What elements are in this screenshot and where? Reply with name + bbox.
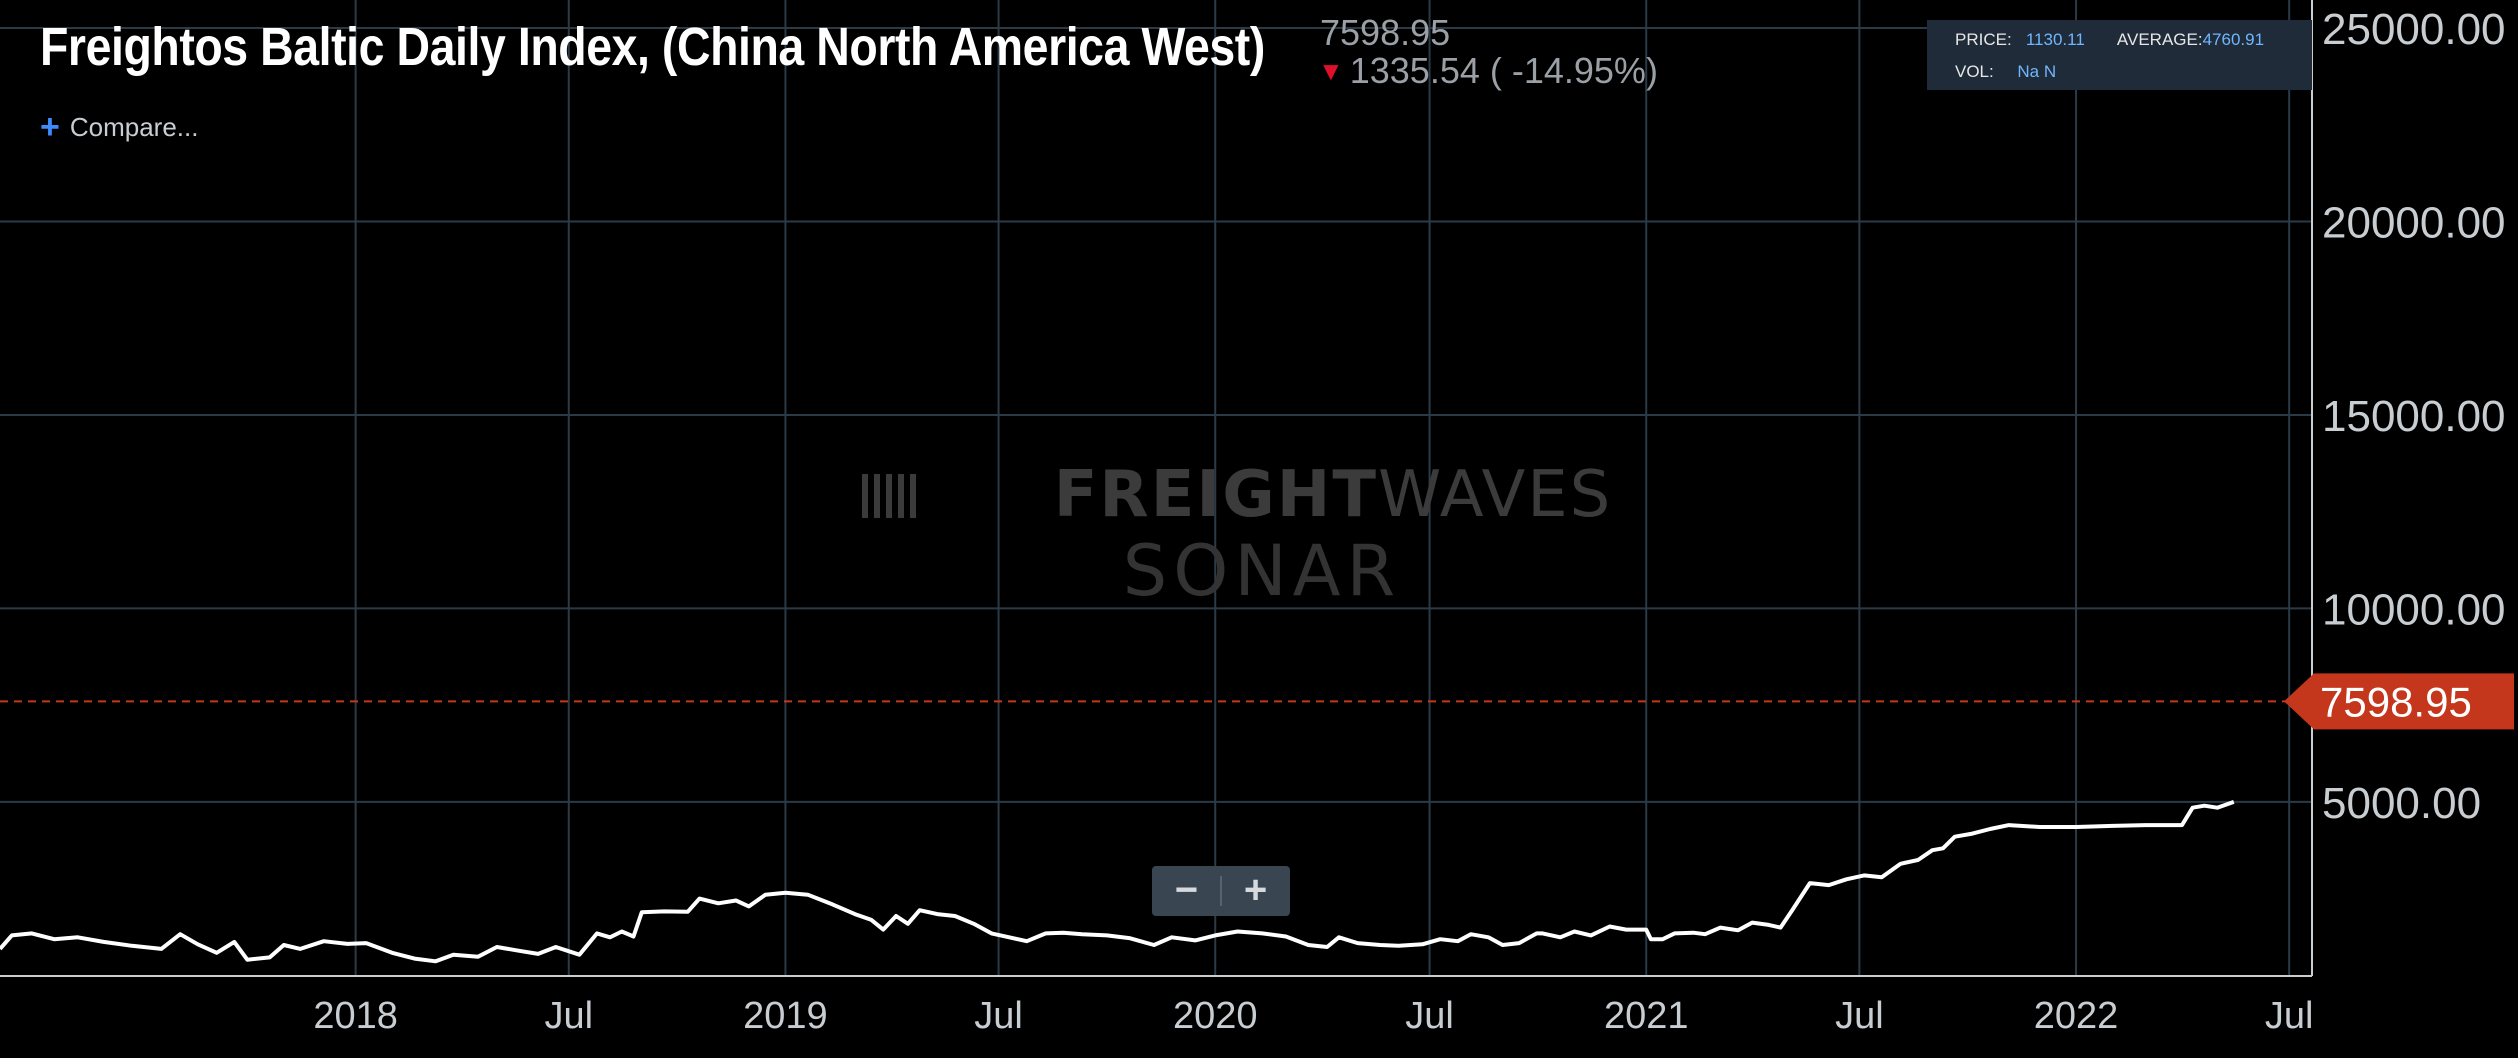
- y-tick-label: 10000.00: [2322, 585, 2506, 634]
- x-tick-label: 2018: [313, 995, 398, 1037]
- x-tick-label: Jul: [1405, 995, 1454, 1037]
- x-tick-label: Jul: [2265, 995, 2314, 1037]
- watermark: FREIGHTWAVES SONAR: [862, 458, 1613, 612]
- price-row: PRICE: 1130.11 AVERAGE:4760.91: [1955, 30, 2264, 50]
- x-tick-label: 2019: [743, 995, 828, 1037]
- compare-button[interactable]: + Compare...: [40, 108, 198, 147]
- page-title: Freightos Baltic Daily Index, (China Nor…: [40, 17, 1265, 77]
- freightwaves-logo-icon: [862, 474, 916, 518]
- x-tick-label: 2020: [1173, 995, 1258, 1037]
- x-tick-label: Jul: [544, 995, 593, 1037]
- average-value: 4760.91: [2202, 30, 2265, 49]
- price-value: 1130.11: [2025, 30, 2085, 49]
- svg-text:FREIGHTWAVES: FREIGHTWAVES: [1054, 458, 1613, 532]
- zoom-out-button[interactable]: −: [1174, 868, 1199, 912]
- compare-label: Compare...: [69, 112, 199, 142]
- x-tick-label: Jul: [974, 995, 1023, 1037]
- grid-lines: [0, 0, 2312, 976]
- x-tick-labels: 2018 Jul 2019 Jul 2020 Jul 2021 Jul 2022 Jul: [313, 995, 2313, 1037]
- down-arrow-icon: ▼: [1318, 56, 1344, 86]
- zoom-separator: [1220, 876, 1222, 906]
- price-info-box: PRICE: 1130.11 AVERAGE:4760.91 VOL: Na N: [1927, 20, 2312, 90]
- last-price: 7598.95: [1320, 12, 1451, 53]
- y-tick-label: 20000.00: [2322, 198, 2506, 247]
- current-value-label: 7598.95: [2320, 678, 2472, 725]
- y-tick-label: 25000.00: [2322, 5, 2506, 54]
- y-tick-label: 5000.00: [2322, 779, 2481, 828]
- vol-value: Na N: [2017, 62, 2057, 81]
- current-value-badge: 7598.95: [2284, 673, 2514, 730]
- watermark-sonar: SONAR: [1123, 530, 1401, 612]
- watermark-bold: FREIGHT: [1054, 458, 1378, 532]
- price-change: ▼ 1335.54 ( -14.95%): [1318, 50, 1658, 92]
- vol-label: VOL:: [1955, 62, 1994, 81]
- watermark-light: WAVES: [1378, 458, 1612, 532]
- y-tick-label: 15000.00: [2322, 392, 2506, 441]
- y-tick-labels: 5000.00 10000.00 15000.00 20000.00 25000.00: [2322, 5, 2506, 828]
- series-line: [0, 800, 2235, 964]
- zoom-in-button[interactable]: +: [1243, 868, 1268, 912]
- vol-row: VOL: Na N: [1955, 62, 2056, 82]
- plus-icon: +: [40, 108, 60, 146]
- x-tick-label: 2022: [2034, 995, 2119, 1037]
- average-label: AVERAGE:: [2116, 30, 2203, 49]
- price-label: PRICE:: [1955, 30, 2012, 49]
- x-tick-label: 2021: [1604, 995, 1689, 1037]
- zoom-controls: − +: [1152, 866, 1290, 916]
- price-change-text: 1335.54 ( -14.95%): [1349, 50, 1658, 91]
- x-tick-label: Jul: [1835, 995, 1884, 1037]
